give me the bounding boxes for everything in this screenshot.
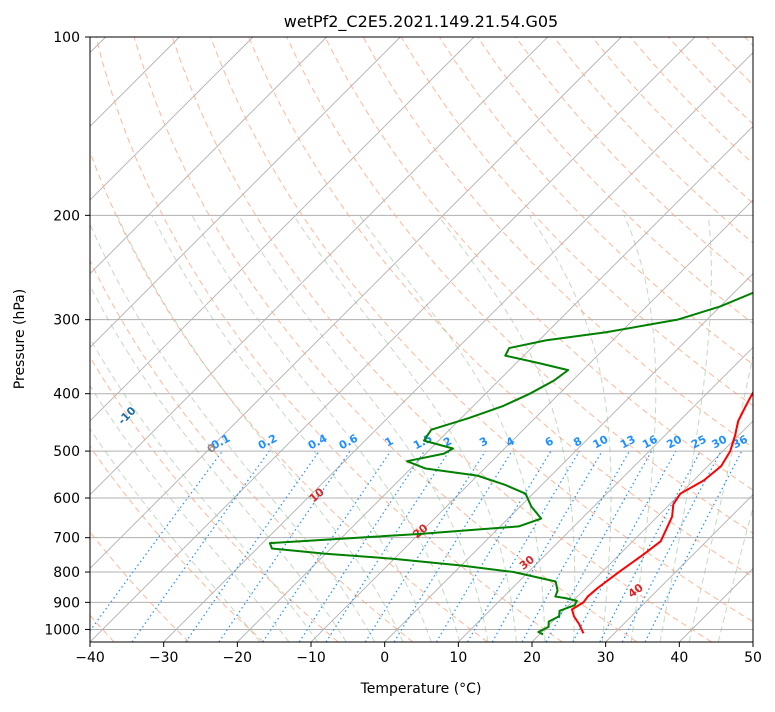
y-tick-label: 100 [53,30,80,46]
y-tick-label: 500 [53,444,80,460]
y-tick-label: 200 [53,208,80,224]
x-tick-label: −30 [149,650,179,666]
y-tick-label: 800 [53,565,80,581]
chart-title: wetPf2_C2E5.2021.149.21.54.G05 [284,12,558,32]
x-tick-label: 30 [597,650,615,666]
y-tick-label: 600 [53,491,80,507]
x-tick-label: −20 [223,650,253,666]
y-tick-label: 700 [53,531,80,547]
y-tick-label: 400 [53,387,80,403]
x-tick-label: 10 [449,650,467,666]
x-tick-label: 0 [380,650,389,666]
x-tick-label: 20 [523,650,541,666]
y-tick-label: 1000 [44,622,80,638]
x-tick-label: 50 [744,650,762,666]
x-tick-label: −10 [296,650,326,666]
y-tick-label: 300 [53,313,80,329]
x-axis-label: Temperature (°C) [360,681,482,697]
y-axis-label: Pressure (hPa) [12,289,28,389]
x-tick-label: −40 [75,650,105,666]
y-tick-label: 900 [53,595,80,611]
x-tick-label: 40 [670,650,688,666]
